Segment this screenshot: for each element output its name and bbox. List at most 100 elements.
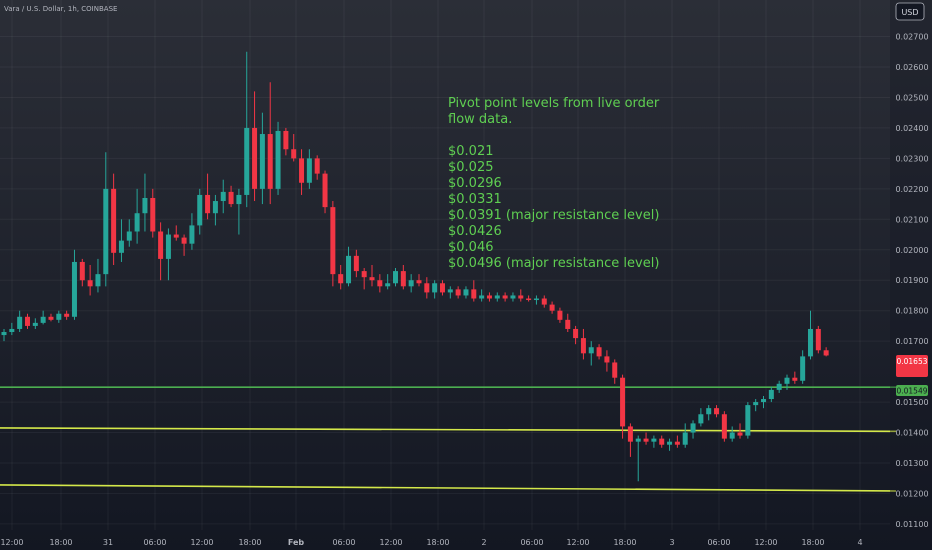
candle	[706, 405, 712, 421]
candle-body	[244, 127, 250, 195]
candle	[518, 289, 524, 302]
candle-body	[682, 432, 688, 445]
time-tick-label: 18:00	[49, 538, 72, 547]
candle-body	[346, 255, 352, 284]
candle	[205, 173, 211, 220]
candle	[17, 310, 23, 333]
time-tick-label: 12:00	[190, 538, 213, 547]
candle	[142, 173, 148, 232]
candle-body	[142, 197, 148, 214]
candle	[181, 234, 187, 256]
candle-body	[236, 194, 242, 205]
candle-body	[588, 347, 594, 354]
annotation-line: $0.0391 (major resistance level)	[448, 208, 659, 223]
candle-body	[737, 432, 743, 436]
level-line[interactable]	[0, 484, 897, 492]
candle-body	[228, 191, 234, 205]
price-tick-label: 0.01800	[895, 307, 928, 316]
currency-button-label[interactable]: USD	[901, 8, 918, 17]
candle-body	[768, 389, 774, 400]
candle-body	[322, 173, 328, 208]
price-tick-label: 0.02600	[895, 63, 928, 72]
candle	[252, 91, 258, 202]
candle-body	[659, 438, 665, 445]
candle	[737, 423, 743, 439]
candle	[9, 322, 15, 336]
time-tick-label: 18:00	[426, 538, 449, 547]
candle-body	[416, 280, 422, 284]
price-tick-label: 0.02400	[895, 124, 928, 133]
candle-body	[79, 261, 85, 281]
candle-body	[439, 283, 445, 293]
time-tick-label: 3	[669, 538, 674, 547]
candle	[753, 399, 759, 412]
candle-body	[596, 347, 602, 357]
candle-body	[212, 201, 218, 214]
candle-body	[635, 438, 641, 442]
candle-body	[620, 377, 626, 427]
candle-body	[400, 271, 406, 287]
candle-body	[643, 438, 649, 442]
candle	[377, 274, 383, 293]
candle	[784, 374, 790, 390]
price-tick-label: 0.01300	[895, 459, 928, 468]
candle	[604, 350, 610, 372]
candle	[439, 280, 445, 296]
candle	[236, 188, 242, 235]
price-tick-label: 0.01100	[895, 520, 928, 529]
candle	[479, 289, 485, 302]
time-tick-label: 06:00	[143, 538, 166, 547]
candle-body	[338, 274, 344, 284]
candle-body	[432, 283, 438, 293]
candle	[165, 228, 171, 281]
candle	[408, 274, 414, 293]
candle-body	[165, 234, 171, 259]
candle	[447, 286, 453, 299]
candle	[565, 313, 571, 333]
candle	[24, 313, 30, 329]
annotation-line: $0.0426	[448, 224, 502, 239]
candle-body	[533, 298, 539, 301]
currency-button[interactable]: USD	[895, 2, 925, 21]
candle	[807, 310, 813, 360]
candle	[111, 173, 117, 265]
candle	[502, 292, 508, 302]
candle-body	[823, 350, 829, 356]
price-axis[interactable]	[890, 0, 932, 550]
time-axis-labels: 12:00 18:00 31 06:00 12:00 18:00 Feb 06:00 12:00…	[0, 538, 862, 547]
candle	[690, 420, 696, 439]
price-tick-label: 0.02000	[895, 246, 928, 255]
candle-body	[714, 408, 720, 415]
price-tick-label: 0.01700	[895, 337, 928, 346]
candle-body	[792, 377, 798, 381]
candle	[674, 435, 680, 448]
candle	[322, 170, 328, 214]
candle-body	[40, 316, 46, 323]
candle	[244, 51, 250, 208]
annotation-line: $0.0496 (major resistance level)	[448, 256, 659, 271]
candle	[103, 152, 109, 287]
candle-body	[604, 356, 610, 363]
candle-body	[627, 426, 633, 442]
candle	[815, 325, 821, 354]
candle	[667, 438, 673, 451]
time-tick-label: 18:00	[613, 538, 636, 547]
candle	[471, 280, 477, 302]
candle	[71, 249, 77, 320]
price-tick-label: 0.01900	[895, 276, 928, 285]
candle	[588, 341, 594, 366]
candle-body	[667, 441, 673, 445]
candle	[189, 213, 195, 250]
candle	[330, 201, 336, 287]
candle	[48, 313, 54, 322]
candle-body	[698, 414, 704, 424]
price-tick-label: 0.01200	[895, 489, 928, 498]
time-tick-label: 12:00	[0, 538, 23, 547]
candle-body	[393, 271, 398, 284]
candle	[823, 347, 829, 357]
candle	[800, 350, 806, 384]
candle-body	[64, 313, 70, 317]
candle	[393, 268, 398, 287]
